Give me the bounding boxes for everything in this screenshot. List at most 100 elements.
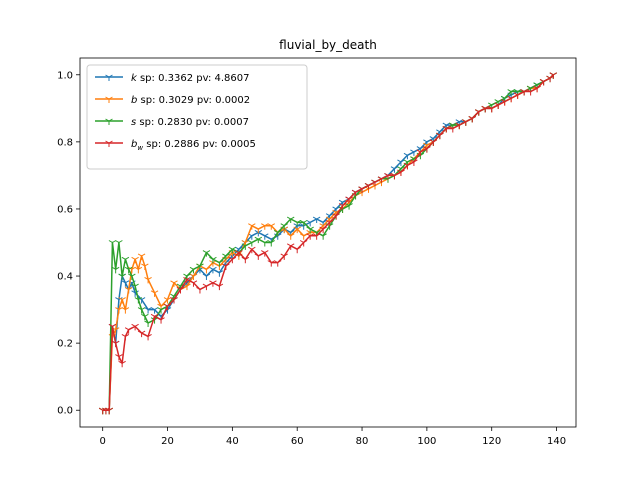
- data-point: [274, 260, 282, 267]
- y-tick-label: 0.0: [57, 406, 73, 417]
- data-point: [248, 240, 256, 247]
- data-point: [189, 266, 198, 274]
- data-point: [254, 253, 263, 260]
- data-point: [345, 196, 353, 203]
- data-point: [338, 203, 347, 210]
- data-point: [267, 240, 276, 247]
- data-point: [222, 253, 230, 260]
- legend-symbol: b: [131, 139, 137, 150]
- legend-symbol: b: [131, 95, 137, 106]
- legend-stats: sp: 0.2830 pv: 0.0007: [136, 117, 249, 128]
- data-point: [286, 216, 295, 224]
- legend-stats: sp: 0.3029 pv: 0.0002: [137, 95, 250, 106]
- y-tick-label: 0.2: [57, 339, 73, 350]
- plot-area: [98, 72, 558, 415]
- data-point: [144, 276, 152, 284]
- y-tick-label: 1.0: [57, 70, 73, 81]
- data-point: [215, 260, 224, 267]
- legend: k sp: 0.3362 pv: 4.8607 b sp: 0.3029 pv: …: [86, 64, 308, 170]
- data-point: [468, 115, 477, 123]
- data-point: [403, 152, 412, 160]
- data-point: [134, 297, 143, 304]
- data-point: [150, 290, 159, 297]
- data-point: [254, 236, 263, 244]
- data-point: [202, 283, 211, 291]
- data-point: [507, 95, 515, 103]
- data-point: [274, 230, 282, 237]
- data-point: [429, 139, 438, 146]
- data-point: [241, 243, 250, 250]
- data-point: [121, 256, 130, 264]
- data-point: [351, 189, 360, 197]
- data-point: [377, 176, 386, 183]
- x-tick-label: 120: [482, 436, 501, 447]
- data-point: [183, 276, 191, 284]
- data-point: [118, 297, 126, 304]
- x-tick-label: 100: [417, 436, 436, 447]
- x-tick-label: 140: [547, 436, 566, 447]
- data-point: [131, 323, 139, 331]
- data-point: [410, 159, 418, 166]
- data-point: [144, 320, 152, 328]
- data-point: [131, 283, 139, 291]
- legend-item: k sp: 0.3362 pv: 4.8607: [95, 73, 250, 84]
- data-point: [312, 216, 321, 224]
- data-point: [332, 213, 340, 220]
- data-point: [118, 273, 126, 281]
- data-point: [228, 256, 237, 264]
- legend-marker: [105, 74, 113, 81]
- data-point: [111, 340, 120, 348]
- legend-label: s sp: 0.2830 pv: 0.0007: [131, 117, 249, 128]
- legend-symbol: s: [131, 117, 136, 128]
- data-point: [235, 250, 243, 257]
- y-tick-label: 0.6: [57, 204, 73, 215]
- legend-box: [86, 64, 308, 170]
- data-point: [371, 179, 379, 187]
- legend-item: bw sp: 0.2886 pv: 0.0005: [95, 139, 256, 152]
- data-point: [286, 243, 295, 250]
- data-point: [222, 263, 230, 270]
- data-point: [549, 72, 558, 79]
- data-point: [280, 223, 288, 230]
- data-point: [134, 266, 143, 274]
- data-point: [500, 99, 509, 106]
- data-point: [105, 407, 113, 415]
- data-point: [397, 169, 405, 177]
- data-point: [209, 280, 217, 287]
- data-point: [115, 354, 123, 361]
- data-point: [254, 226, 263, 234]
- data-point: [416, 149, 425, 156]
- data-point: [526, 89, 535, 96]
- data-point: [364, 183, 373, 190]
- data-point: [455, 122, 464, 130]
- chart-title: fluvial_by_death: [279, 38, 377, 52]
- data-point: [124, 287, 133, 294]
- data-point: [118, 360, 126, 368]
- data-point: [209, 256, 217, 264]
- axes-frame: [79, 57, 577, 428]
- data-point: [215, 283, 224, 291]
- data-point: [137, 253, 146, 260]
- legend-item: s sp: 0.2830 pv: 0.0007: [95, 117, 249, 128]
- data-point: [141, 263, 149, 270]
- data-point: [299, 240, 308, 247]
- data-point: [121, 307, 130, 314]
- data-point: [196, 287, 204, 294]
- data-point: [248, 246, 256, 254]
- data-point: [124, 266, 133, 274]
- data-point: [293, 226, 301, 234]
- data-point: [121, 333, 130, 341]
- legend-label: bw sp: 0.2886 pv: 0.0005: [131, 139, 256, 152]
- legend-marker: [105, 140, 113, 147]
- data-point: [124, 327, 133, 334]
- data-point: [539, 79, 548, 86]
- x-tick-label: 80: [356, 436, 369, 447]
- x-tick-label: 0: [100, 436, 106, 447]
- legend-label: k sp: 0.3362 pv: 4.8607: [131, 73, 250, 84]
- data-point: [157, 307, 165, 314]
- data-point: [533, 85, 541, 93]
- legend-item: b sp: 0.3029 pv: 0.0002: [95, 95, 250, 106]
- data-point: [189, 280, 198, 287]
- data-point: [306, 226, 314, 234]
